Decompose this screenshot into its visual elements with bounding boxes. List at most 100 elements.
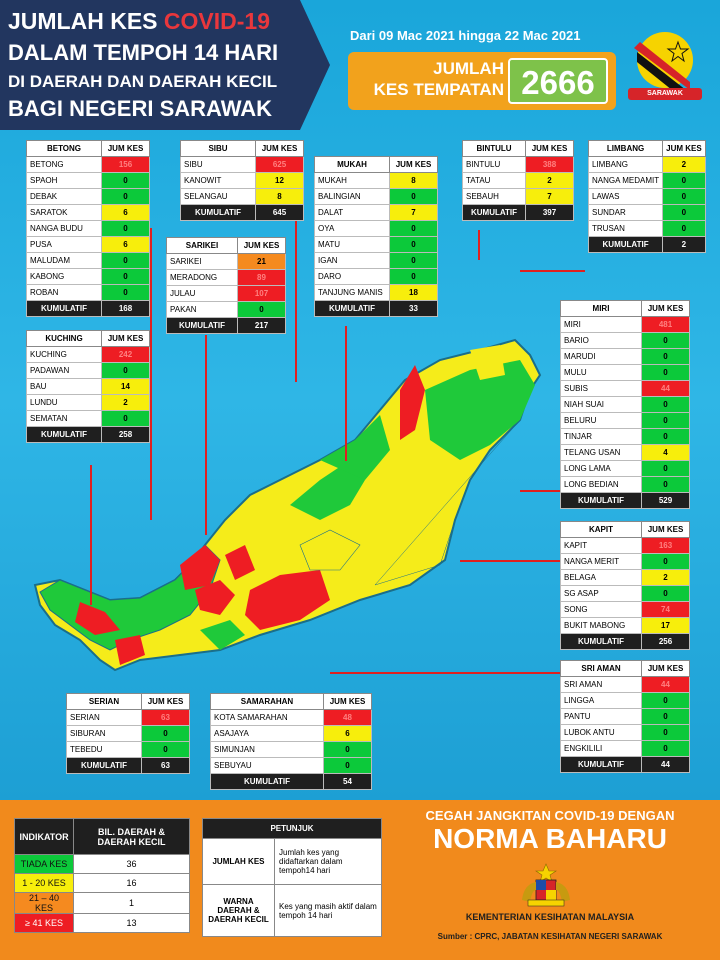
- district-name: LUNDU: [26, 394, 102, 411]
- district-name: ASAJAYA: [210, 725, 324, 742]
- district-name: TELANG USAN: [560, 444, 642, 461]
- district-name: NANGA MERIT: [560, 553, 642, 570]
- indicator-row: 21 – 40 KES: [13, 892, 75, 914]
- case-count: 0: [641, 740, 690, 757]
- table-row: DALAT 7: [314, 204, 438, 221]
- table-kapit: KAPIT JUM KES KAPIT 163 NANGA MERIT 0 BELAGA 2 S…: [560, 521, 690, 650]
- table-row: SARIKEI 21: [166, 253, 286, 270]
- division-name: BINTULU: [462, 140, 526, 157]
- table-samarahan: SAMARAHAN JUM KES KOTA SAMARAHAN 48 ASAJAYA 6…: [210, 693, 372, 790]
- table-row: SERIAN 63: [66, 709, 190, 726]
- count-header: BIL. DAERAH & DAERAH KECIL: [73, 818, 190, 855]
- table-row: BELURU 0: [560, 412, 690, 429]
- case-count: 625: [255, 156, 304, 173]
- connector-line: [330, 672, 560, 674]
- total-cases-box: JUMLAH KES TEMPATAN 2666: [348, 52, 616, 110]
- table-row: LONG BEDIAN 0: [560, 476, 690, 493]
- table-row: NANGA MERIT 0: [560, 553, 690, 570]
- kumulatif-label: KUMULATIF: [587, 236, 664, 253]
- district-name: LUBOK ANTU: [560, 724, 642, 741]
- case-count: 48: [323, 709, 372, 726]
- column-header: JUM KES: [525, 140, 574, 157]
- case-count: 8: [389, 172, 438, 189]
- division-name: BETONG: [26, 140, 102, 157]
- kumulatif-label: KUMULATIF: [210, 773, 324, 790]
- column-header: JUM KES: [323, 693, 372, 710]
- legend-title: PETUNJUK: [202, 818, 382, 839]
- case-count: 0: [389, 252, 438, 269]
- case-count: 0: [662, 172, 706, 189]
- table-row: PUSA 6: [26, 236, 150, 253]
- district-name: SIBU: [180, 156, 256, 173]
- table-row: TANJUNG MANIS 18: [314, 284, 438, 301]
- case-count: 0: [641, 553, 690, 570]
- case-count: 0: [141, 725, 190, 742]
- district-name: TINJAR: [560, 428, 642, 445]
- district-name: KUCHING: [26, 346, 102, 363]
- table-row: SRI AMAN 44: [560, 676, 690, 693]
- table-row: BALINGIAN 0: [314, 188, 438, 205]
- kumulatif-label: KUMULATIF: [180, 204, 256, 221]
- district-name: SIMUNJAN: [210, 741, 324, 758]
- table-row: DARO 0: [314, 268, 438, 285]
- table-row: MULU 0: [560, 364, 690, 381]
- district-name: BELURU: [560, 412, 642, 429]
- district-name: IGAN: [314, 252, 390, 269]
- district-name: BARIO: [560, 332, 642, 349]
- column-header: JUM KES: [101, 330, 150, 347]
- table-row: SEMATAN 0: [26, 410, 150, 427]
- table-row: BUKIT MABONG 17: [560, 617, 690, 634]
- connector-line: [520, 270, 585, 272]
- district-name: SARATOK: [26, 204, 102, 221]
- district-name: ROBAN: [26, 284, 102, 301]
- case-count: 63: [141, 709, 190, 726]
- district-name: DALAT: [314, 204, 390, 221]
- table-row: BAU 14: [26, 378, 150, 395]
- case-count: 0: [101, 284, 150, 301]
- indicator-header: INDIKATOR: [13, 818, 75, 855]
- table-limbang: LIMBANG JUM KES LIMBANG 2 NANGA MEDAMIT 0 LAWA…: [587, 140, 706, 253]
- district-name: OYA: [314, 220, 390, 237]
- table-row: SARATOK 6: [26, 204, 150, 221]
- table-row: LUNDU 2: [26, 394, 150, 411]
- kumulatif-value: 217: [237, 317, 286, 334]
- logo-label: SARAWAK: [628, 88, 702, 100]
- district-name: SERIAN: [66, 709, 142, 726]
- legend-desc-color: Kes yang masih aktif dalam tempoh 14 har…: [274, 884, 382, 937]
- district-name: PANTU: [560, 708, 642, 725]
- case-count: 242: [101, 346, 150, 363]
- kumulatif-label: KUMULATIF: [26, 300, 102, 317]
- kumulatif-value: 397: [525, 204, 574, 221]
- case-count: 74: [641, 601, 690, 618]
- table-row: PADAWAN 0: [26, 362, 150, 379]
- kumulatif-label: KUMULATIF: [462, 204, 526, 221]
- district-name: SUBIS: [560, 380, 642, 397]
- division-name: SAMARAHAN: [210, 693, 324, 710]
- column-header: JUM KES: [641, 521, 690, 538]
- case-count: 0: [101, 220, 150, 237]
- case-count: 2: [101, 394, 150, 411]
- table-row: NANGA BUDU 0: [26, 220, 150, 237]
- district-name: DEBAK: [26, 188, 102, 205]
- table-row: BELAGA 2: [560, 569, 690, 586]
- case-count: 14: [101, 378, 150, 395]
- division-name: SERIAN: [66, 693, 142, 710]
- case-count: 6: [101, 204, 150, 221]
- kumulatif-label: KUMULATIF: [560, 756, 642, 773]
- case-count: 0: [641, 364, 690, 381]
- title-banner: JUMLAH KES COVID-19 DALAM TEMPOH 14 HARI…: [0, 0, 330, 130]
- case-count: 0: [641, 412, 690, 429]
- table-row: SIBU 625: [180, 156, 304, 173]
- ministry-name: KEMENTERIAN KESIHATAN MALAYSIA: [465, 912, 635, 922]
- case-count: 0: [101, 268, 150, 285]
- case-count: 0: [389, 268, 438, 285]
- table-row: PAKAN 0: [166, 301, 286, 318]
- connector-line: [345, 326, 347, 461]
- kumulatif-value: 529: [641, 492, 690, 509]
- case-count: 6: [323, 725, 372, 742]
- column-header: JUM KES: [255, 140, 304, 157]
- table-row: KABONG 0: [26, 268, 150, 285]
- case-count: 44: [641, 380, 690, 397]
- district-name: LONG LAMA: [560, 460, 642, 477]
- indicator-count: 36: [73, 854, 190, 874]
